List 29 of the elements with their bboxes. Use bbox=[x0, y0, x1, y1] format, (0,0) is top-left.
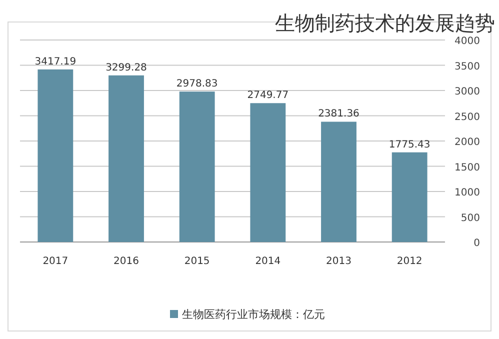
y-tick-label: 2500 bbox=[454, 112, 480, 123]
data-label: 2749.77 bbox=[247, 90, 289, 102]
bar bbox=[321, 122, 356, 242]
x-tick-label: 2015 bbox=[184, 256, 210, 267]
legend-label: 生物医药行业市场规模：亿元 bbox=[182, 308, 325, 321]
data-label: 2381.36 bbox=[318, 108, 360, 120]
data-label: 3299.28 bbox=[106, 62, 147, 74]
y-tick-label: 0 bbox=[474, 238, 480, 249]
y-tick-label: 3500 bbox=[454, 61, 480, 72]
y-tick-label: 1500 bbox=[454, 162, 480, 174]
y-tick-label: 3000 bbox=[454, 86, 480, 98]
bar bbox=[392, 152, 428, 242]
bar bbox=[108, 75, 144, 242]
x-tick-label: 2012 bbox=[396, 256, 422, 267]
y-tick-label: 4000 bbox=[454, 36, 480, 47]
data-label: 2978.83 bbox=[176, 78, 218, 90]
x-tick-label: 2016 bbox=[114, 256, 139, 267]
data-label: 1775.43 bbox=[388, 139, 430, 150]
y-tick-label: 1000 bbox=[454, 188, 480, 198]
x-tick-label: 2017 bbox=[42, 256, 68, 267]
x-tick-label: 2013 bbox=[326, 256, 352, 267]
data-label: 3417.19 bbox=[34, 56, 76, 68]
bar bbox=[179, 92, 215, 242]
bar bbox=[38, 69, 74, 242]
x-tick-label: 2014 bbox=[255, 256, 281, 267]
y-tick-label: 2000 bbox=[454, 137, 480, 148]
bar bbox=[250, 103, 286, 242]
chart-title: 生物制药技术的发展趋势 bbox=[275, 11, 495, 35]
y-tick-label: 500 bbox=[460, 212, 480, 224]
